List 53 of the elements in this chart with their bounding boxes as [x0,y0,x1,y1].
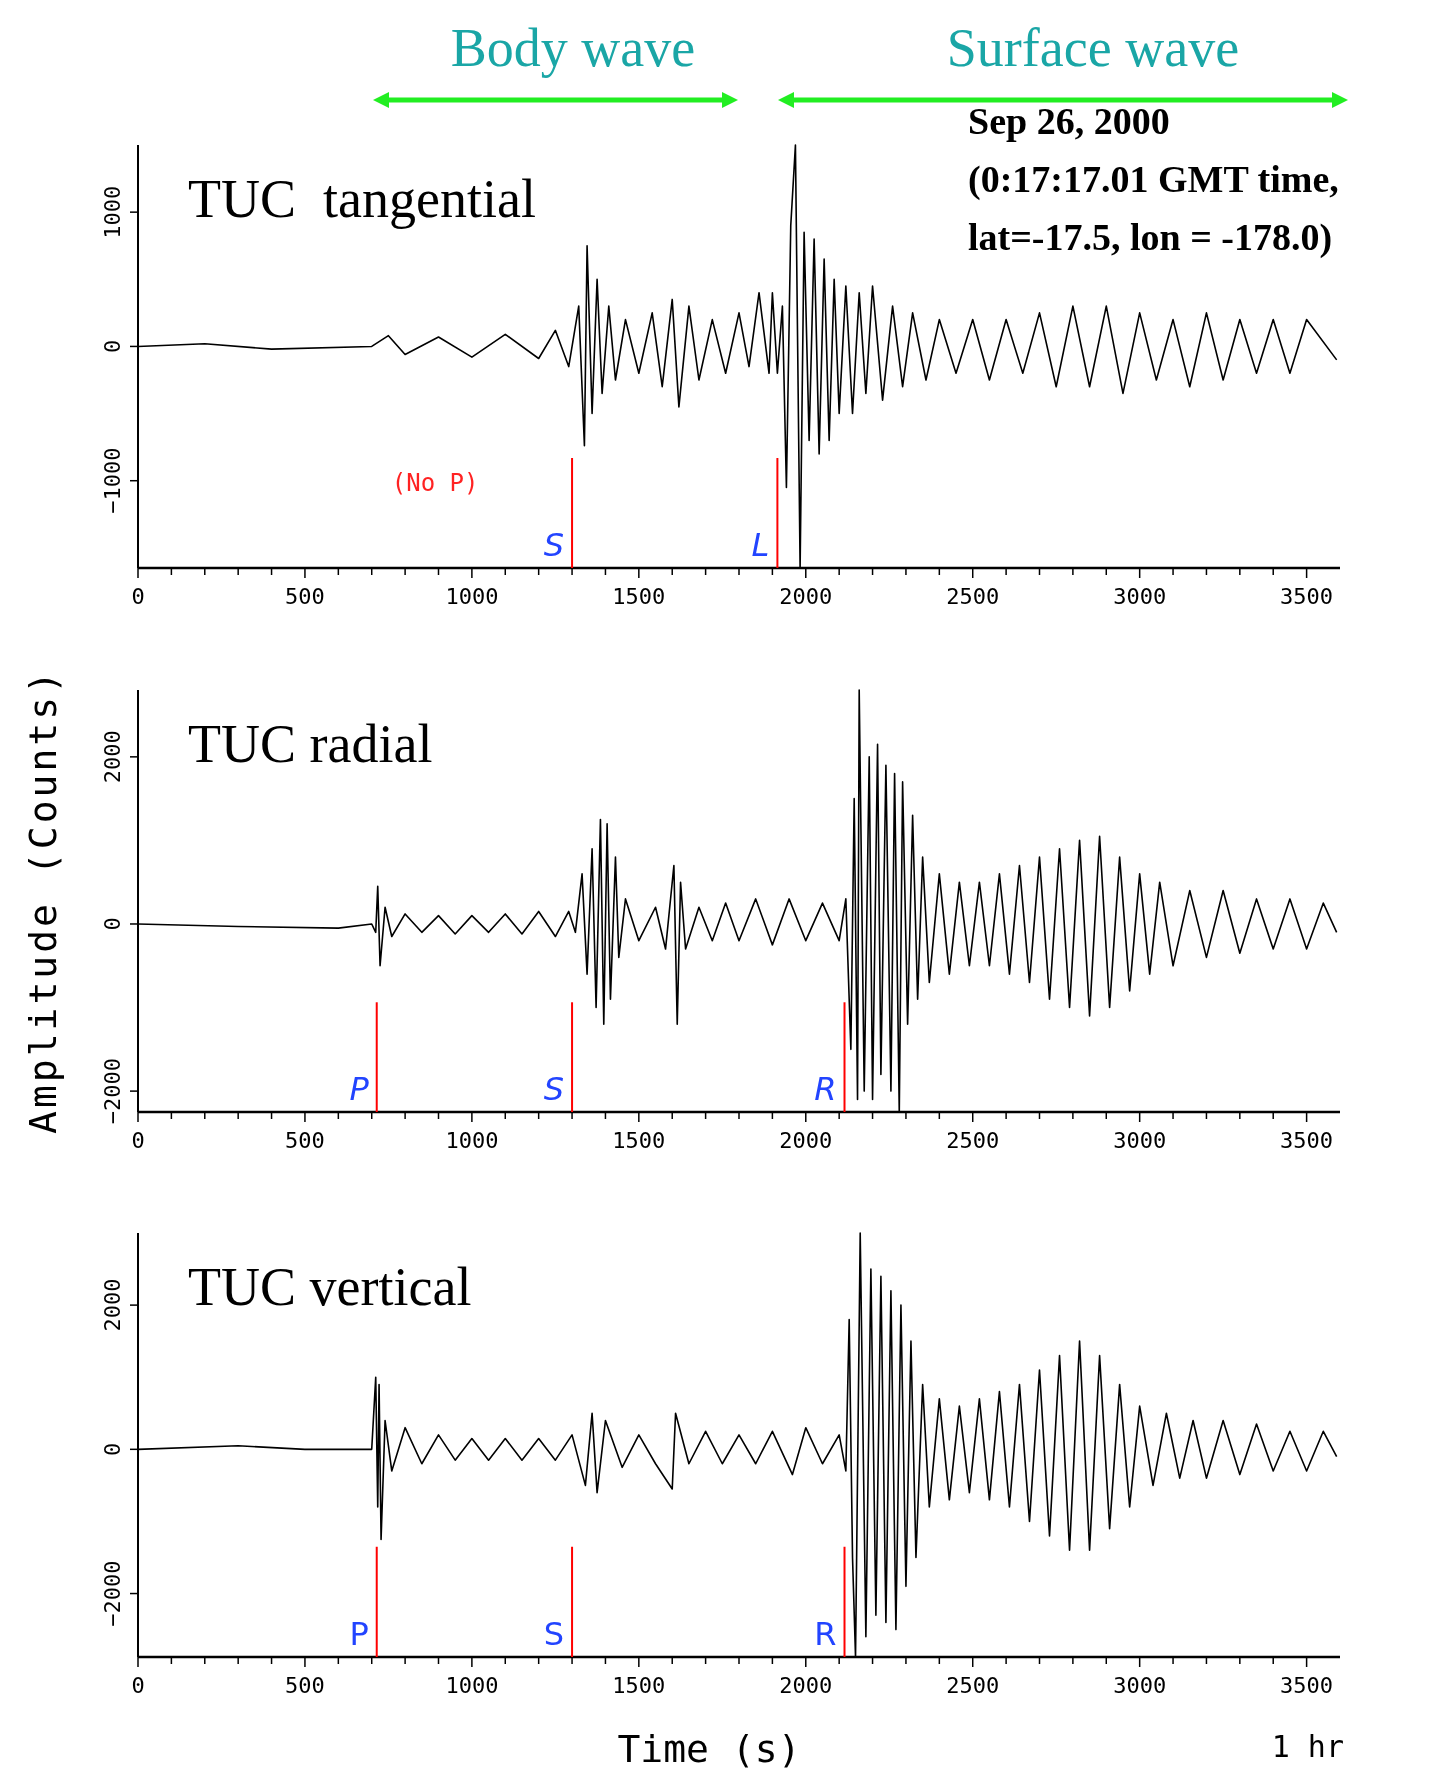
text: Body wave [450,18,696,78]
annotation: (No P) [391,469,479,498]
ref-line-label: P [349,1070,370,1108]
ref-line-label: P [349,1615,369,1653]
x-tick-label: 3000 [1113,584,1167,609]
y-tick-label: 1000 [100,185,125,239]
x-tick-label: 1500 [612,1673,666,1698]
x-tick-label: 2500 [946,584,1000,609]
text: TUC radial [188,714,433,774]
text: Surface wave [946,18,1240,78]
x-tick-label: 500 [285,1128,325,1153]
y-tick-label: −2000 [100,1057,125,1125]
x-tick-label: 1000 [445,1673,499,1698]
y-tick-label: −2000 [100,1560,125,1627]
x-tick-label: 2500 [946,1128,1000,1153]
text: Sep 26, 2000 [968,100,1170,142]
x-tick-label: 3500 [1280,1673,1334,1698]
x-tick-label: 500 [285,584,325,609]
ref-line-label: L [751,526,770,564]
ref-line-label: S [543,526,565,564]
x-tick-label: 0 [131,584,145,609]
x-tick-label: 1500 [612,1128,666,1153]
ref-line-label: R [814,1070,837,1108]
x-tick-label: 2000 [779,1128,833,1153]
chart-title: TUC vertical [188,1257,472,1317]
x-tick-label: 3000 [1113,1128,1167,1153]
x-tick-label: 3000 [1113,1673,1167,1698]
x-tick-label: 2000 [779,1673,833,1698]
ref-line-label: S [543,1070,565,1108]
annotation: (0:17:17.01 GMT time, [968,158,1339,201]
x-tick-label: 2000 [779,584,833,609]
x-axis-title: Time (s) [617,1727,801,1771]
text: TUC tangential [188,169,536,229]
y-tick-label: −1000 [100,447,125,514]
x-tick-label: 0 [131,1673,145,1698]
x-tick-label: 3500 [1280,1128,1334,1153]
y-tick-label: 0 [100,917,125,931]
ref-line-label: S [543,1615,565,1653]
x-tick-label: 1000 [445,584,499,609]
x-tick-label: 1000 [445,1128,499,1153]
y-tick-label: 0 [100,1442,125,1456]
y-tick-label: 0 [100,339,125,354]
x-tick-label: 1500 [612,584,666,609]
text: 1 hr [1271,1729,1344,1764]
ref-line-label: R [814,1615,837,1653]
x-tick-label: 0 [131,1128,145,1153]
y-tick-label: 2000 [100,1278,125,1332]
y-axis-title: Amplitude (Counts) [21,668,65,1134]
y-tick-label: 2000 [100,730,125,784]
x-tick-label: 2500 [946,1673,1000,1698]
x-tick-label: 3500 [1280,584,1334,609]
annotation: lat=-17.5, lon = -178.0) [968,216,1333,259]
x-tick-label: 500 [285,1673,325,1698]
